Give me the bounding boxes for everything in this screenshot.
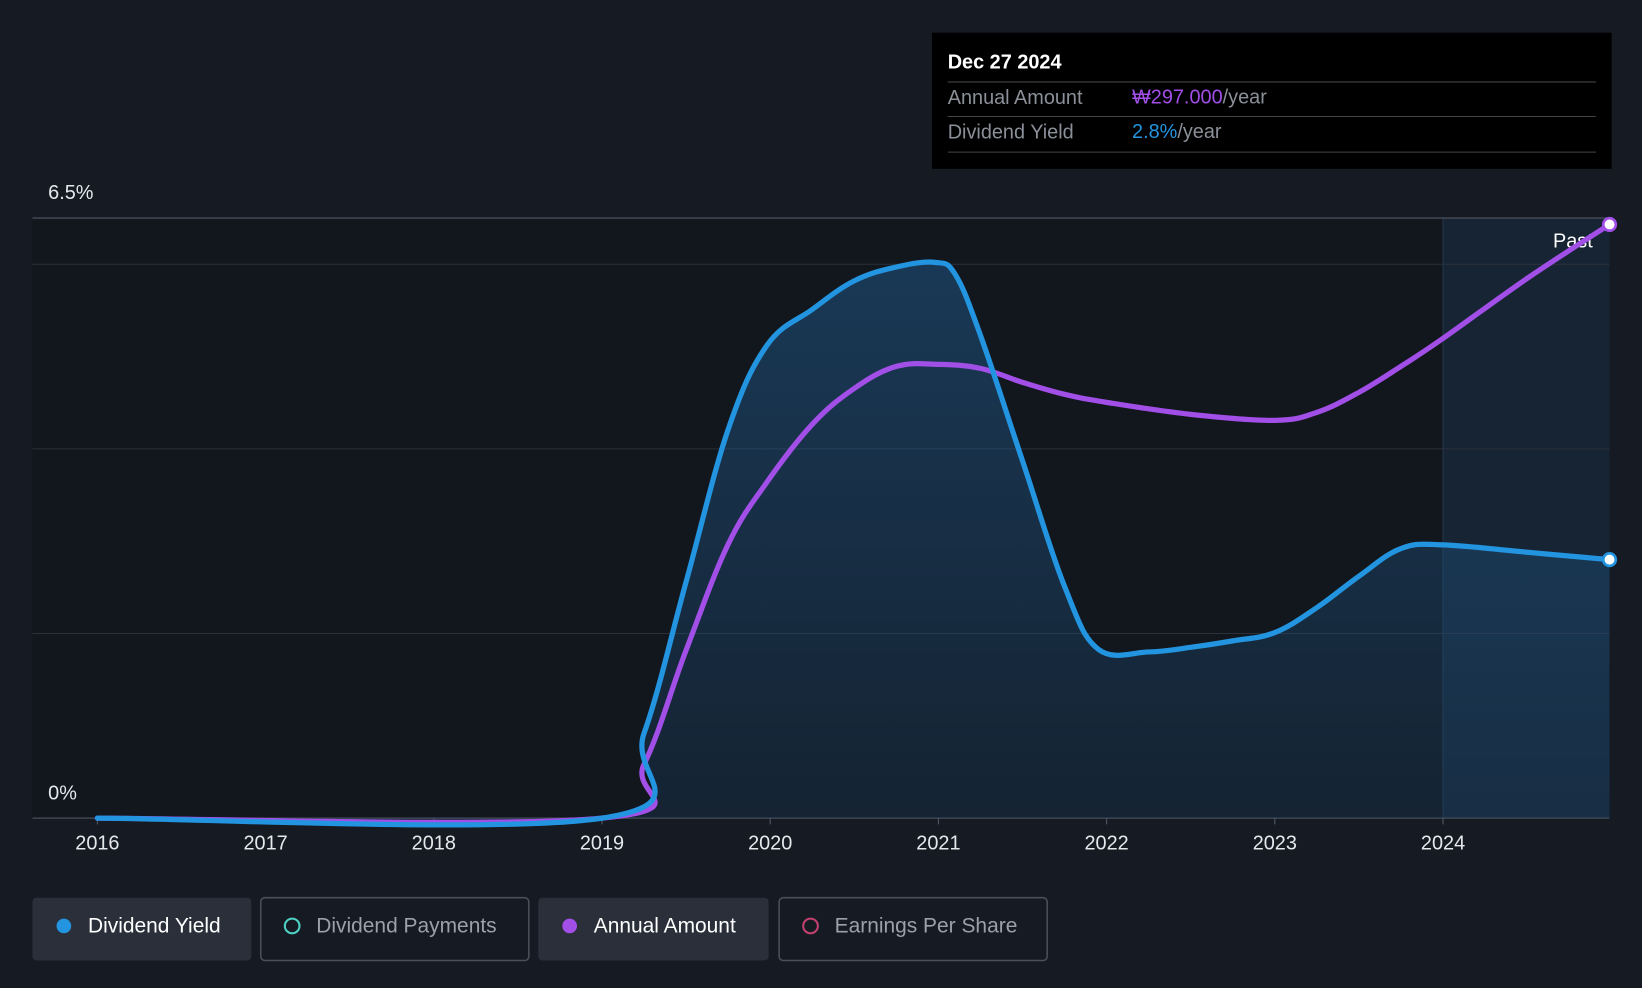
area bbox=[97, 262, 1610, 825]
tooltip-label: Annual Amount bbox=[948, 87, 1083, 109]
tooltip-value-line: 2.8%/year bbox=[1132, 121, 1222, 143]
legend-item bbox=[32, 897, 252, 961]
y-tick-label: 6.5% bbox=[48, 182, 93, 204]
legend-item bbox=[538, 897, 769, 961]
legend-swatch bbox=[283, 917, 301, 935]
x-tick-label: 2017 bbox=[243, 833, 287, 855]
x-tick-label: 2019 bbox=[580, 833, 624, 855]
x-tick-label: 2018 bbox=[412, 833, 456, 855]
legend-swatch bbox=[56, 918, 72, 934]
tooltip-unit: /year bbox=[1177, 121, 1222, 143]
tooltip-value-line: ₩297.000/year bbox=[1132, 87, 1267, 109]
legend-swatch bbox=[802, 917, 819, 935]
y-tick-label: 0% bbox=[48, 782, 77, 804]
tooltip-unit: /year bbox=[1223, 87, 1268, 109]
tooltip: Dec 27 2024 Annual Amount ₩297.000/year Di… bbox=[932, 32, 1612, 169]
legend-label: Earnings Per Share bbox=[835, 915, 1018, 938]
tooltip-value: 2.8% bbox=[1132, 121, 1177, 143]
x-tick-label: 2021 bbox=[916, 833, 960, 855]
x-tick-label: 2016 bbox=[75, 833, 119, 855]
x-tick-label: 2020 bbox=[748, 833, 792, 855]
tooltip-label: Dividend Yield bbox=[948, 121, 1074, 143]
legend-item bbox=[259, 896, 530, 962]
legend-swatch bbox=[562, 918, 578, 934]
end-marker bbox=[1601, 216, 1618, 233]
x-tick-label: 2023 bbox=[1253, 833, 1297, 855]
tooltip-value: ₩297.000 bbox=[1132, 87, 1223, 109]
tooltip-date: Dec 27 2024 bbox=[948, 51, 1062, 73]
x-tick-label: 2024 bbox=[1421, 833, 1465, 855]
tooltip-box bbox=[932, 32, 1612, 169]
legend-item bbox=[778, 896, 1048, 962]
end-marker bbox=[1601, 552, 1618, 568]
legend-label: Annual Amount bbox=[594, 915, 736, 938]
x-tick-label: 2022 bbox=[1084, 833, 1128, 855]
legend-label: Dividend Payments bbox=[316, 915, 496, 938]
legend-label: Dividend Yield bbox=[88, 915, 221, 938]
line bbox=[94, 259, 1613, 828]
past-label: Past bbox=[1553, 230, 1593, 252]
